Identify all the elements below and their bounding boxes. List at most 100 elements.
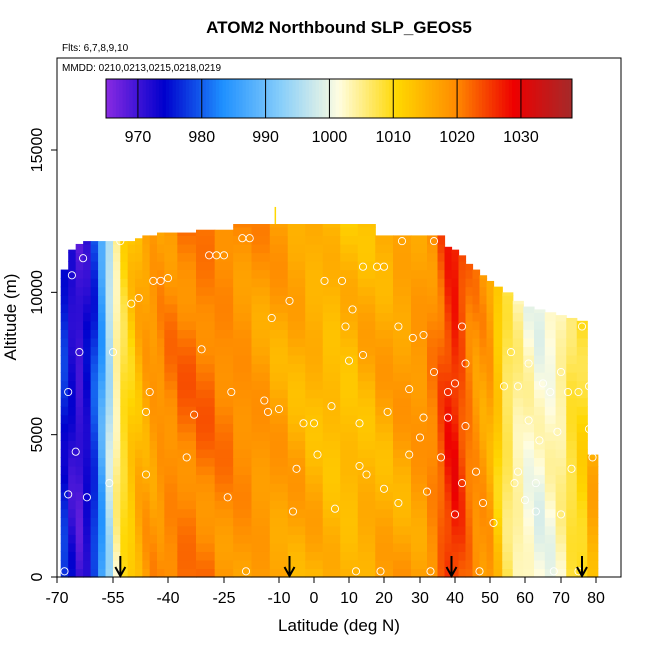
heatmap-cell [493,320,503,330]
heatmap-cell [393,261,412,271]
heatmap-cell [105,500,114,510]
heatmap-cell [164,252,178,262]
heatmap-cell [411,372,428,382]
heatmap-cell [157,431,165,441]
heatmap-cell [444,312,453,322]
heatmap-cell [196,380,216,390]
heatmap-cell [214,457,234,467]
heatmap-cell [233,423,253,433]
heatmap-cell [127,551,136,561]
heatmap-cell [305,440,324,450]
heatmap-cell [90,312,99,322]
heatmap-cell [60,295,69,305]
heatmap-cell [75,312,84,322]
heatmap-cell [411,397,428,407]
heatmap-cell [60,525,69,535]
heatmap-cell [214,440,234,450]
heatmap-cell [75,406,84,416]
heatmap-cell [196,534,216,544]
heatmap-cell [113,397,121,407]
colorbar-swatch [418,79,423,118]
heatmap-cell [444,269,453,279]
flight-point [362,470,371,479]
heatmap-cell [534,337,546,348]
heatmap-cell [357,559,376,570]
heatmap-cell [486,534,495,544]
heatmap-cell [164,431,178,441]
heatmap-cell [164,457,178,467]
heatmap-cell [105,525,114,535]
heatmap-cell [472,465,481,476]
heatmap-cell [486,280,495,288]
heatmap-cell [472,448,481,459]
heatmap-cell [486,542,495,552]
heatmap-cell [437,235,446,245]
heatmap-cell [83,500,92,510]
heatmap-cell [576,500,588,510]
heatmap-cell [375,483,394,493]
heatmap-cell [465,286,474,296]
heatmap-cell [120,551,129,561]
x-tick-label: 80 [587,590,605,607]
heatmap-cell [287,406,306,416]
heatmap-cell [444,559,453,570]
colorbar-swatch [352,79,357,118]
colorbar-swatch [392,79,397,118]
heatmap-cell [157,372,165,382]
heatmap-cell [127,372,136,382]
heatmap-cell [120,431,129,441]
heatmap-cell [479,568,488,578]
heatmap-cell [411,261,428,271]
heatmap-cell [233,500,253,510]
heatmap-cell [287,500,306,510]
heatmap-cell [357,320,376,330]
heatmap-cell [340,542,359,552]
heatmap-cell [142,380,151,390]
heatmap-cell [164,389,178,399]
heatmap-cell [493,517,503,527]
heatmap-cell [251,431,271,441]
heatmap-cell [120,261,129,271]
flight-point [245,234,254,243]
heatmap-cell [60,303,69,313]
heatmap-cell [427,389,439,399]
heatmap-cell [149,500,158,510]
heatmap-cell [135,278,143,288]
heatmap-cell [444,346,453,356]
heatmap-cell [68,534,77,544]
heatmap-cell [305,457,324,467]
flight-point [299,419,308,428]
colorbar-swatch [215,79,220,118]
heatmap-cell [512,448,524,459]
heatmap-cell [214,329,234,339]
heatmap-cell [523,329,535,339]
colorbar-swatch [259,79,263,118]
heatmap-cell [287,568,306,578]
heatmap-cell [555,551,567,561]
heatmap-cell [157,483,165,493]
heatmap-cell [196,568,216,578]
heatmap-cell [113,440,121,450]
heatmap-cell [98,241,107,245]
heatmap-cell [472,551,481,561]
heatmap-cell [472,329,481,339]
heatmap-cell [120,354,129,365]
y-tick-label: 10000 [29,270,46,315]
heatmap-cell [164,491,178,501]
heatmap-cell [233,431,253,441]
heatmap-cell [135,465,143,476]
heatmap-cell [90,329,99,339]
heatmap-cell [233,559,253,570]
heatmap-cell [98,261,107,271]
heatmap-cell [68,483,77,493]
heatmap-cell [493,397,503,407]
heatmap-cell [105,243,114,254]
heatmap-cell [512,320,524,330]
heatmap-cell [587,534,599,544]
heatmap-cell [113,423,121,433]
heatmap-cell [502,559,514,570]
heatmap-cell [83,329,92,339]
heatmap-cell [534,465,546,476]
heatmap-cell [135,559,143,570]
heatmap-cell [472,346,481,356]
